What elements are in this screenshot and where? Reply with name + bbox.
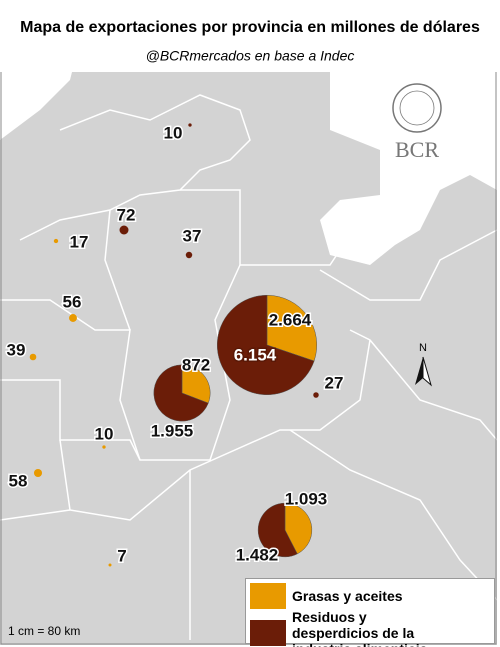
pie-label: 872 <box>182 355 210 374</box>
logo-seal <box>399 90 435 126</box>
logo-text: BCR <box>395 137 439 162</box>
point-label: 58 <box>9 471 28 490</box>
pie-slice <box>284 502 313 555</box>
point-marker <box>108 563 112 567</box>
point-label: 17 <box>70 232 89 251</box>
point-label: 27 <box>325 373 344 392</box>
pie-label: 2.664 <box>269 310 312 329</box>
neighbor-area <box>320 40 497 265</box>
scale-text: 1 cm = 80 km <box>8 624 80 638</box>
legend-label: Grasas y aceites <box>292 588 403 604</box>
legend-swatch <box>250 583 286 609</box>
point-marker <box>53 238 59 244</box>
point-label: 56 <box>63 292 82 311</box>
point-marker <box>313 392 319 398</box>
pie-slice <box>217 294 315 396</box>
legend-item: Grasas y aceites <box>250 583 403 609</box>
legend-item: Residuos y desperdicios de la industria … <box>250 609 450 647</box>
title-band <box>0 0 497 72</box>
title: Mapa de exportaciones por provincia en m… <box>20 19 480 36</box>
pie-slice <box>257 502 298 558</box>
point-marker <box>102 445 106 449</box>
point-label: 10 <box>95 424 114 443</box>
point-label: 7 <box>117 546 126 565</box>
legend: Grasas y aceites Residuos y desperdicios… <box>245 578 495 647</box>
north-label: N <box>419 342 427 354</box>
point-marker <box>69 314 77 322</box>
pie-label: 1.482 <box>236 545 279 564</box>
subtitle: @BCRmercados en base a Indec <box>146 48 355 64</box>
logo-seal <box>392 83 442 133</box>
point-label: 37 <box>183 226 202 245</box>
point-label: 39 <box>7 340 26 359</box>
pie-label: 6.154 <box>234 345 277 364</box>
pie-label: 1.093 <box>285 489 328 508</box>
point-marker <box>185 251 193 259</box>
pie-slice <box>153 364 209 422</box>
legend-swatch <box>250 620 286 646</box>
point-marker <box>119 225 129 235</box>
pie-slice <box>181 364 211 404</box>
point-marker <box>33 468 43 478</box>
point-marker <box>188 123 192 127</box>
north-arrow <box>415 357 423 385</box>
legend-label: Residuos y desperdicios de la industria … <box>292 609 427 647</box>
point-label: 10 <box>164 123 183 142</box>
pie-label: 1.955 <box>151 421 194 440</box>
north-arrow <box>422 356 432 387</box>
point-marker <box>29 353 37 361</box>
pie-slice <box>266 294 318 362</box>
point-label: 72 <box>117 205 136 224</box>
